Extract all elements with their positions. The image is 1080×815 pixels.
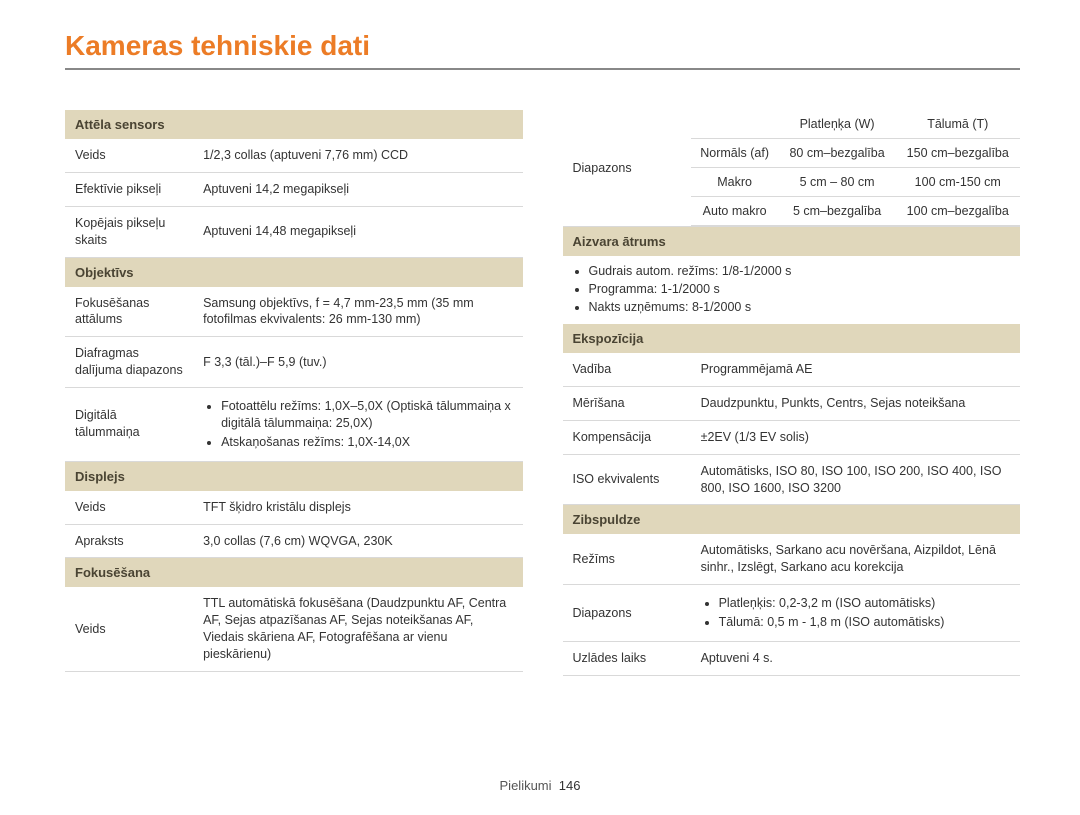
list-item: Programma: 1-1/2000 s bbox=[589, 282, 1021, 296]
footer-label: Pielikumi bbox=[500, 778, 552, 793]
page-title: Kameras tehniskie dati bbox=[65, 30, 1020, 70]
range-cell: 100 cm-150 cm bbox=[896, 168, 1020, 197]
right-column: DiapazonsPlatleņķa (W)Tālumā (T)Normāls … bbox=[563, 110, 1021, 676]
row-value: Automātisks, Sarkano acu novēršana, Aizp… bbox=[691, 534, 1020, 584]
table-row: Fokusēšanas attālumsSamsung objektīvs, f… bbox=[65, 287, 523, 337]
spec-table: Fokusēšanas attālumsSamsung objektīvs, f… bbox=[65, 287, 523, 462]
table-row: Diafragmas dalījuma diapazonsF 3,3 (tāl.… bbox=[65, 337, 523, 388]
table-row: Uzlādes laiksAptuveni 4 s. bbox=[563, 641, 1021, 675]
row-value: TFT šķidro kristālu displejs bbox=[193, 491, 522, 524]
range-cell: 150 cm–bezgalība bbox=[896, 139, 1020, 168]
spec-table: VadībaProgrammējamā AEMērīšanaDaudzpunkt… bbox=[563, 353, 1021, 505]
row-label: Fokusēšanas attālums bbox=[65, 287, 193, 337]
range-cell: Auto makro bbox=[691, 197, 779, 226]
range-col-header: Tālumā (T) bbox=[896, 110, 1020, 139]
table-row: Veids1/2,3 collas (aptuveni 7,76 mm) CCD bbox=[65, 139, 523, 172]
row-label: Mērīšana bbox=[563, 386, 691, 420]
range-label: Diapazons bbox=[563, 110, 691, 226]
range-cell: 100 cm–bezgalība bbox=[896, 197, 1020, 226]
list-item: Tālumā: 0,5 m - 1,8 m (ISO automātisks) bbox=[719, 614, 1010, 631]
row-label: Kompensācija bbox=[563, 420, 691, 454]
table-row: VeidsTFT šķidro kristālu displejs bbox=[65, 491, 523, 524]
row-value: Samsung objektīvs, f = 4,7 mm-23,5 mm (3… bbox=[193, 287, 522, 337]
row-label: Diafragmas dalījuma diapazons bbox=[65, 337, 193, 388]
row-label: Veids bbox=[65, 587, 193, 671]
shutter-list: Gudrais autom. režīms: 1/8-1/2000 s Progr… bbox=[563, 264, 1021, 314]
list-item: Nakts uzņēmums: 8-1/2000 s bbox=[589, 300, 1021, 314]
range-col-header: Platleņķa (W) bbox=[779, 110, 896, 139]
page-footer: Pielikumi 146 bbox=[0, 778, 1080, 793]
row-label: Veids bbox=[65, 139, 193, 172]
section-header: Ekspozīcija bbox=[563, 324, 1021, 353]
table-row: Normāls (af)80 cm–bezgalība150 cm–bezgal… bbox=[691, 139, 1020, 168]
range-cell: Normāls (af) bbox=[691, 139, 779, 168]
table-row: DiapazonsPlatleņķis: 0,2-3,2 m (ISO auto… bbox=[563, 585, 1021, 642]
row-value: Programmējamā AE bbox=[691, 353, 1020, 386]
section-header: Fokusēšana bbox=[65, 558, 523, 587]
row-value: Daudzpunktu, Punkts, Centrs, Sejas notei… bbox=[691, 386, 1020, 420]
spec-table: VeidsTFT šķidro kristālu displejsAprakst… bbox=[65, 491, 523, 559]
section-header: Objektīvs bbox=[65, 258, 523, 287]
row-value: Aptuveni 14,48 megapikseļi bbox=[193, 206, 522, 257]
row-value: F 3,3 (tāl.)–F 5,9 (tuv.) bbox=[193, 337, 522, 388]
table-row: VeidsTTL automātiskā fokusēšana (Daudzpu… bbox=[65, 587, 523, 671]
row-label: Režīms bbox=[563, 534, 691, 584]
section-header: Aizvara ātrums bbox=[563, 227, 1021, 256]
row-label: Apraksts bbox=[65, 524, 193, 558]
range-cell: Makro bbox=[691, 168, 779, 197]
list-item: Platleņķis: 0,2-3,2 m (ISO automātisks) bbox=[719, 595, 1010, 612]
focus-range: DiapazonsPlatleņķa (W)Tālumā (T)Normāls … bbox=[563, 110, 1021, 227]
row-label: Kopējais pikseļu skaits bbox=[65, 206, 193, 257]
list-item: Gudrais autom. režīms: 1/8-1/2000 s bbox=[589, 264, 1021, 278]
table-row: RežīmsAutomātisks, Sarkano acu novēršana… bbox=[563, 534, 1021, 584]
section-header: Zibspuldze bbox=[563, 505, 1021, 534]
row-label: Vadība bbox=[563, 353, 691, 386]
columns: Attēla sensorsVeids1/2,3 collas (aptuven… bbox=[65, 110, 1020, 676]
spec-table: Veids1/2,3 collas (aptuveni 7,76 mm) CCD… bbox=[65, 139, 523, 258]
table-row: Auto makro5 cm–bezgalība100 cm–bezgalība bbox=[691, 197, 1020, 226]
range-cell: 5 cm – 80 cm bbox=[779, 168, 896, 197]
table-row: ISO ekvivalentsAutomātisks, ISO 80, ISO … bbox=[563, 454, 1021, 505]
table-row: Kopējais pikseļu skaitsAptuveni 14,48 me… bbox=[65, 206, 523, 257]
spec-table: RežīmsAutomātisks, Sarkano acu novēršana… bbox=[563, 534, 1021, 675]
row-label: Diapazons bbox=[563, 585, 691, 642]
section-header: Displejs bbox=[65, 462, 523, 491]
row-label: Uzlādes laiks bbox=[563, 641, 691, 675]
table-row: Apraksts3,0 collas (7,6 cm) WQVGA, 230K bbox=[65, 524, 523, 558]
row-label: Veids bbox=[65, 491, 193, 524]
left-column: Attēla sensorsVeids1/2,3 collas (aptuven… bbox=[65, 110, 523, 676]
row-value: TTL automātiskā fokusēšana (Daudzpunktu … bbox=[193, 587, 522, 671]
table-row: Efektīvie pikseļiAptuveni 14,2 megapikse… bbox=[65, 172, 523, 206]
row-value: 1/2,3 collas (aptuveni 7,76 mm) CCD bbox=[193, 139, 522, 172]
range-table: Platleņķa (W)Tālumā (T)Normāls (af)80 cm… bbox=[691, 110, 1020, 226]
range-col-header bbox=[691, 110, 779, 139]
table-row: Makro5 cm – 80 cm100 cm-150 cm bbox=[691, 168, 1020, 197]
row-value: Aptuveni 14,2 megapikseļi bbox=[193, 172, 522, 206]
table-row: VadībaProgrammējamā AE bbox=[563, 353, 1021, 386]
row-value: Platleņķis: 0,2-3,2 m (ISO automātisks) T… bbox=[691, 585, 1020, 642]
spec-table: VeidsTTL automātiskā fokusēšana (Daudzpu… bbox=[65, 587, 523, 672]
row-value: Aptuveni 4 s. bbox=[691, 641, 1020, 675]
table-row: Digitālā tālummaiņa Fotoattēlu režīms: 1,… bbox=[65, 388, 523, 462]
row-label: ISO ekvivalents bbox=[563, 454, 691, 505]
table-row: Kompensācija±2EV (1/3 EV solis) bbox=[563, 420, 1021, 454]
list-item: Atskaņošanas režīms: 1,0X-14,0X bbox=[221, 434, 512, 451]
section-header: Attēla sensors bbox=[65, 110, 523, 139]
row-value: ±2EV (1/3 EV solis) bbox=[691, 420, 1020, 454]
row-value: Automātisks, ISO 80, ISO 100, ISO 200, I… bbox=[691, 454, 1020, 505]
row-label: Digitālā tālummaiņa bbox=[65, 388, 193, 462]
range-cell: 5 cm–bezgalība bbox=[779, 197, 896, 226]
table-row: MērīšanaDaudzpunktu, Punkts, Centrs, Sej… bbox=[563, 386, 1021, 420]
row-label: Efektīvie pikseļi bbox=[65, 172, 193, 206]
footer-page-number: 146 bbox=[559, 778, 581, 793]
list-item: Fotoattēlu režīms: 1,0X–5,0X (Optiskā tā… bbox=[221, 398, 512, 432]
row-value: 3,0 collas (7,6 cm) WQVGA, 230K bbox=[193, 524, 522, 558]
row-value: Fotoattēlu režīms: 1,0X–5,0X (Optiskā tā… bbox=[193, 388, 522, 462]
range-cell: 80 cm–bezgalība bbox=[779, 139, 896, 168]
